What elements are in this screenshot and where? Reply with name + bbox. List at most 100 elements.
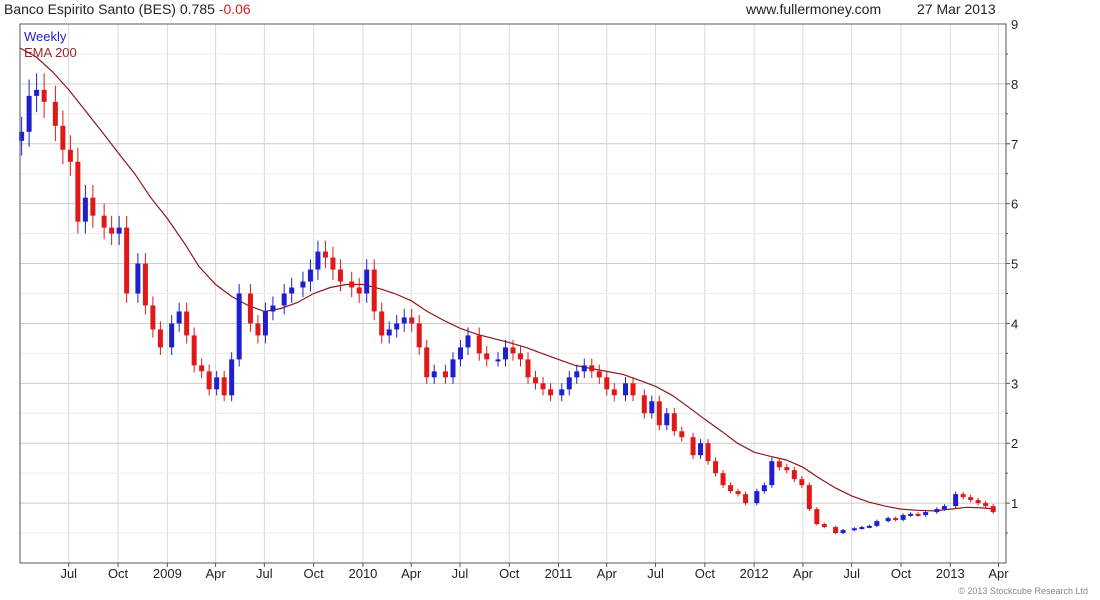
chart-header-title: Banco Espirito Santo (BES) 0.785 -0.06 (4, 1, 251, 17)
candle-body (900, 515, 906, 520)
x-tick-label: 2011 (545, 566, 573, 581)
legend-weekly: Weekly (24, 29, 67, 44)
candle-body (510, 347, 516, 354)
candle-body (315, 251, 321, 270)
y-tick-label: 4 (1011, 316, 1018, 331)
candle-body (457, 347, 463, 360)
candle-body (142, 263, 148, 306)
candle-body (270, 305, 276, 312)
candle-body (821, 524, 827, 528)
candle-body (990, 506, 996, 513)
candle-body (289, 287, 295, 294)
candle-body (184, 311, 190, 336)
candle-body (840, 530, 846, 534)
candle-body (424, 347, 430, 378)
y-tick-label: 5 (1011, 257, 1018, 272)
candle-body (698, 443, 704, 456)
candle-body (465, 335, 471, 348)
site-url[interactable]: www.fullermoney.com (746, 1, 882, 17)
candle-body (281, 293, 287, 306)
candle-body (559, 389, 565, 396)
x-tick-label: Apr (205, 566, 226, 581)
candle-body (923, 512, 929, 516)
candle-body (75, 161, 81, 222)
x-tick-label: 2013 (936, 566, 965, 581)
candle-body (26, 95, 32, 132)
candle-body (915, 513, 921, 516)
y-tick-label: 9 (1011, 17, 1018, 32)
candle-body (833, 527, 839, 534)
x-tick-label: Apr (597, 566, 618, 581)
candle-body (690, 437, 696, 456)
candle-body (548, 389, 554, 396)
candle-body (214, 377, 220, 390)
candle-body (525, 359, 531, 378)
candle-body (769, 461, 775, 486)
candle-body (206, 371, 212, 390)
candle-body (431, 371, 437, 378)
candle-body (416, 323, 422, 348)
candle-body (401, 317, 407, 324)
candle-body (983, 503, 989, 507)
x-tick-label: Jul (843, 566, 860, 581)
candle-body (574, 371, 580, 378)
candle-body (371, 269, 377, 312)
candle-body (623, 383, 629, 396)
y-tick-label: 3 (1011, 376, 1018, 391)
candle-body (743, 494, 749, 504)
candle-body (874, 521, 880, 526)
candle-body (476, 335, 482, 354)
candle-body (566, 377, 572, 390)
candle-body (641, 395, 647, 414)
candle-body (968, 497, 974, 501)
candle-body (101, 215, 107, 228)
candle-body (975, 500, 981, 504)
ticker-price: 0.785 (179, 1, 215, 17)
candle-body (713, 461, 719, 474)
candle-body (630, 383, 636, 396)
ema-200-line (19, 47, 996, 512)
candle-body (150, 305, 156, 330)
candle-body (728, 485, 734, 492)
candle-body (19, 131, 25, 141)
x-tick-label: Apr (988, 566, 1009, 581)
candle-body (176, 311, 182, 324)
candle-body (262, 311, 268, 336)
x-tick-label: Oct (304, 566, 325, 581)
candle-body (191, 335, 197, 366)
candle-body (893, 518, 899, 521)
candle-body (221, 377, 227, 396)
candle-body (908, 513, 914, 516)
candle-body (60, 125, 66, 150)
candle-body (611, 389, 617, 396)
y-tick-label: 2 (1011, 436, 1018, 451)
candle-body (720, 473, 726, 486)
y-tick-label: 8 (1011, 77, 1018, 92)
candle-body (806, 485, 812, 510)
candle-body (386, 329, 392, 336)
candle-body (52, 101, 58, 126)
candle-body (330, 257, 336, 270)
x-tick-label: Jul (647, 566, 664, 581)
candle-body (236, 293, 242, 360)
x-tick-label: Apr (401, 566, 422, 581)
candle-body (664, 413, 670, 426)
candle-body (866, 525, 872, 528)
candle-body (409, 317, 415, 324)
x-tick-label: Oct (499, 566, 520, 581)
candle-body (784, 467, 790, 471)
candle-body (941, 506, 947, 510)
candle-body (502, 347, 508, 360)
plot-frame (19, 23, 1007, 564)
candle-body (255, 323, 261, 336)
candle-body (157, 329, 163, 348)
candle-body (799, 479, 805, 486)
candle-body (109, 227, 115, 234)
candle-body (247, 293, 253, 324)
candle-body (169, 323, 175, 348)
x-tick-label: Oct (108, 566, 129, 581)
y-tick-label: 7 (1011, 137, 1018, 152)
x-tick-label: Jul (60, 566, 77, 581)
candle-body (394, 323, 400, 330)
